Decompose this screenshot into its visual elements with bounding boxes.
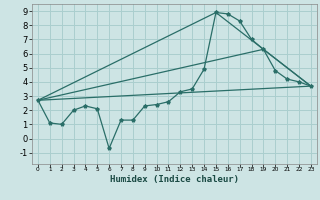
X-axis label: Humidex (Indice chaleur): Humidex (Indice chaleur) (110, 175, 239, 184)
